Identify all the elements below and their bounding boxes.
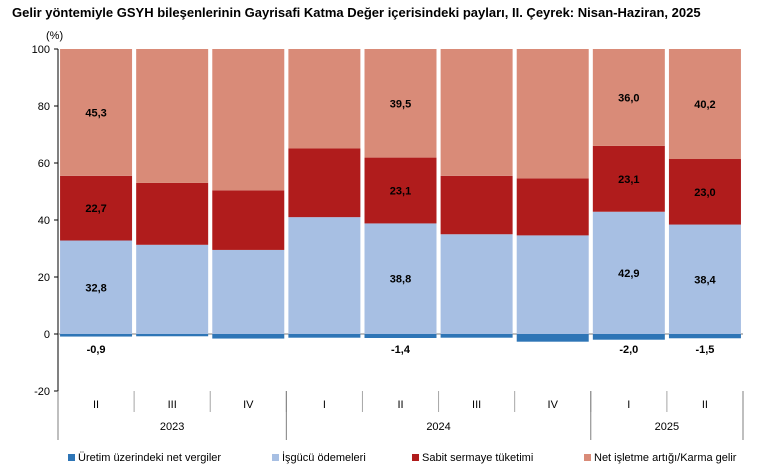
bar-segment-net-taxes: [364, 334, 437, 338]
legend-swatch: [412, 454, 419, 461]
bar-segment-compensation: [60, 240, 133, 334]
bar-segment-compensation: [288, 217, 361, 334]
data-label-compensation: 38,8: [390, 274, 411, 286]
data-label-compensation: 42,9: [618, 268, 639, 280]
data-label-capital-consumption: 23,0: [694, 187, 715, 199]
bar-segment-compensation: [592, 211, 665, 334]
data-labels: -0,9 32,8 22,7 45,3 -1,4 38,8 23,1 39,5 -2,0 42,9…: [85, 92, 716, 356]
bar-segment-operating-surplus: [516, 49, 589, 179]
bar-segment-operating-surplus: [288, 49, 361, 149]
bar-segment-net-taxes: [516, 334, 589, 342]
legend-label: Sabit sermaye tüketimi: [422, 452, 533, 464]
x-tick-label: II: [702, 399, 708, 411]
bar-segment-net-taxes: [60, 334, 133, 337]
bar-segment-compensation: [364, 223, 437, 334]
legend-swatch: [68, 454, 75, 461]
bar-segment-capital-consumption: [288, 148, 361, 218]
y-tick-label: 80: [38, 101, 50, 113]
bar-segment-capital-consumption: [136, 182, 209, 245]
data-label-compensation: 32,8: [85, 282, 106, 294]
bar-segment-capital-consumption: [516, 178, 589, 236]
bar-segment-capital-consumption: [440, 175, 513, 235]
data-label-net-taxes: -1,5: [695, 344, 714, 356]
bar-segment-operating-surplus: [136, 49, 209, 183]
legend-item-compensation: İşgücü ödemeleri: [272, 451, 366, 464]
legend-item-operating-surplus: Net işletme artığı/Karma gelir: [584, 452, 737, 464]
legend-label: Üretim üzerindeki net vergiler: [78, 452, 221, 464]
y-axis-label: (%): [46, 30, 63, 42]
data-label-capital-consumption: 23,1: [618, 174, 639, 186]
bar-segment-capital-consumption: [668, 159, 741, 225]
year-group-label: 2025: [655, 421, 679, 433]
bar-segment-operating-surplus: [60, 49, 133, 176]
data-label-net-taxes: -2,0: [619, 344, 638, 356]
bar-segment-operating-surplus: [440, 49, 513, 176]
bar-segment-operating-surplus: [212, 49, 285, 191]
bar-segment-net-taxes: [136, 334, 209, 337]
bar-segment-operating-surplus: [668, 49, 741, 160]
y-tick-label: -20: [34, 386, 50, 398]
data-label-net-taxes: -0,9: [87, 344, 106, 356]
bar-segment-compensation: [440, 234, 513, 334]
bar-segment-net-taxes: [440, 334, 513, 338]
data-label-capital-consumption: 22,7: [85, 203, 106, 215]
data-label-compensation: 38,4: [694, 274, 716, 286]
y-tick-label: 100: [32, 44, 50, 56]
bar-segment-compensation: [136, 244, 209, 334]
y-tick-label: 60: [38, 158, 50, 170]
legend-swatch: [584, 454, 591, 461]
data-label-operating-surplus: 45,3: [85, 107, 106, 119]
bar-segment-net-taxes: [212, 334, 285, 339]
legend-swatch: [272, 454, 279, 461]
legend-item-net-taxes: Üretim üzerindeki net vergiler: [68, 452, 221, 464]
x-tick-label: III: [472, 399, 481, 411]
x-tick-label: III: [168, 399, 177, 411]
chart-title: Gelir yöntemiyle GSYH bileşenlerinin Gay…: [12, 5, 701, 20]
bar-segment-net-taxes: [592, 334, 665, 340]
x-tick-label: IV: [243, 399, 254, 411]
y-tick-label: 20: [38, 272, 50, 284]
x-tick-label: II: [93, 399, 99, 411]
data-label-capital-consumption: 23,1: [390, 186, 411, 198]
data-label-operating-surplus: 39,5: [390, 98, 411, 110]
bar-segment-compensation: [668, 224, 741, 334]
year-group-label: 2024: [426, 421, 450, 433]
bar-segment-capital-consumption: [60, 175, 133, 241]
bars: [60, 49, 741, 342]
bar-segment-compensation: [212, 249, 285, 334]
data-label-operating-surplus: 40,2: [694, 99, 715, 111]
x-tick-label: I: [323, 399, 326, 411]
x-tick-label: I: [627, 399, 630, 411]
bar-segment-capital-consumption: [212, 190, 285, 250]
legend: Üretim üzerindeki net vergiler İşgücü öde…: [68, 451, 737, 464]
data-label-operating-surplus: 36,0: [618, 92, 639, 104]
bar-segment-capital-consumption: [592, 145, 665, 212]
data-label-net-taxes: -1,4: [391, 344, 411, 356]
bar-segment-net-taxes: [288, 334, 361, 338]
bar-segment-net-taxes: [668, 334, 741, 339]
legend-label: İşgücü ödemeleri: [282, 451, 366, 464]
year-group-label: 2023: [160, 421, 184, 433]
bar-segment-compensation: [516, 235, 589, 334]
x-tick-label: IV: [548, 399, 559, 411]
x-tick-label: II: [397, 399, 403, 411]
legend-item-capital-consumption: Sabit sermaye tüketimi: [412, 452, 533, 464]
bar-segment-operating-surplus: [592, 49, 665, 146]
y-tick-label: 0: [44, 329, 50, 341]
bar-segment-operating-surplus: [364, 49, 437, 158]
y-tick-label: 40: [38, 215, 50, 227]
legend-label: Net işletme artığı/Karma gelir: [594, 452, 737, 464]
bar-segment-capital-consumption: [364, 157, 437, 224]
